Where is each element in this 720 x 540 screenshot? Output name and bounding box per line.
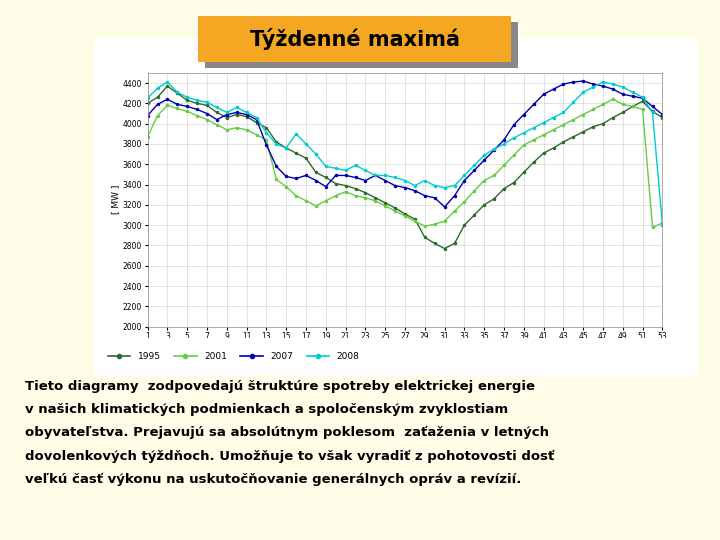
Text: Týždenné maximá: Týždenné maximá <box>250 28 459 50</box>
Y-axis label: [ MW ]: [ MW ] <box>111 185 120 214</box>
Legend: 1995, 2001, 2007, 2008: 1995, 2001, 2007, 2008 <box>104 348 363 364</box>
X-axis label: [ týždeň / week]: [ týždeň / week] <box>369 344 441 353</box>
Text: Tieto diagramy  zodpovedajú štruktúre spotreby elektrickej energie
v našich klim: Tieto diagramy zodpovedajú štruktúre spo… <box>24 380 554 486</box>
